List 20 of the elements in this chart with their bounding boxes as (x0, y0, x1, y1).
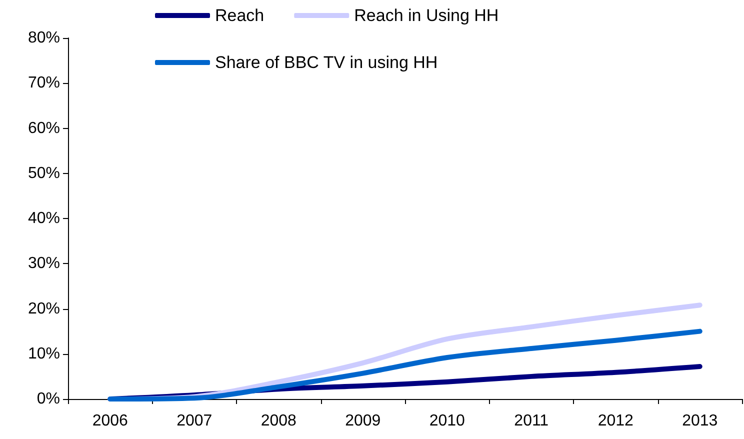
x-tick-label: 2006 (92, 412, 128, 430)
y-tick-label: 30% (28, 255, 60, 272)
legend-label: Reach (215, 6, 264, 25)
y-tick-label: 60% (28, 120, 60, 137)
y-tick-label: 70% (28, 74, 60, 92)
y-tick-label: 0% (36, 390, 60, 408)
y-tick-label: 50% (28, 164, 60, 182)
x-tick-label: 2010 (429, 412, 466, 430)
x-tick-label: 2007 (176, 412, 212, 430)
y-tick-label: 10% (28, 345, 60, 362)
x-tick-label: 2011 (514, 412, 549, 430)
y-tick-label: 40% (28, 210, 60, 227)
x-tick-label: 2012 (598, 412, 634, 430)
x-tick-label: 2009 (345, 412, 381, 430)
y-tick-label: 20% (28, 300, 60, 318)
x-tick-label: 2013 (682, 412, 718, 430)
legend-label: Share of BBC TV in using HH (215, 53, 438, 72)
x-tick-label: 2008 (260, 412, 297, 430)
y-tick-label: 80% (28, 30, 60, 46)
legend-label: Reach in Using HH (354, 6, 499, 25)
